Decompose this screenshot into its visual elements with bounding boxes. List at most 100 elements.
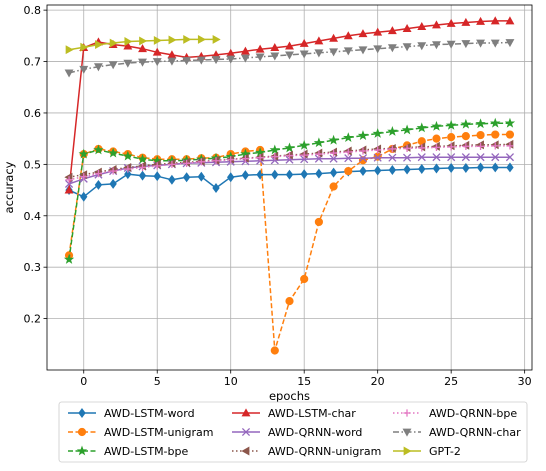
data-point bbox=[475, 118, 486, 129]
legend-marker bbox=[78, 408, 86, 418]
x-tick-label: 25 bbox=[444, 375, 458, 388]
data-point bbox=[358, 154, 368, 163]
data-point bbox=[328, 134, 339, 145]
data-point bbox=[374, 146, 382, 154]
data-point bbox=[329, 182, 338, 191]
data-point bbox=[109, 167, 117, 175]
legend-label: AWD-QRNN-unigram bbox=[268, 445, 381, 458]
data-point bbox=[315, 150, 323, 158]
data-point bbox=[416, 122, 427, 133]
data-point bbox=[504, 117, 516, 128]
data-point bbox=[240, 46, 250, 55]
data-point bbox=[313, 137, 325, 148]
data-point bbox=[152, 47, 162, 56]
data-point bbox=[491, 130, 500, 139]
data-point bbox=[462, 162, 470, 173]
data-point bbox=[227, 156, 235, 164]
data-point bbox=[212, 183, 220, 193]
x-tick-label: 10 bbox=[224, 375, 238, 388]
data-point bbox=[418, 144, 426, 152]
data-point bbox=[255, 44, 265, 53]
data-point bbox=[388, 153, 397, 162]
data-point bbox=[358, 46, 368, 55]
data-point bbox=[432, 20, 441, 29]
data-point bbox=[108, 61, 118, 70]
legend-item: AWD-QRNN-word bbox=[232, 426, 362, 439]
data-point bbox=[124, 165, 132, 173]
legend-label: AWD-LSTM-bpe bbox=[104, 445, 188, 458]
series-awd-lstm-bpe bbox=[63, 117, 516, 264]
data-point bbox=[269, 144, 280, 155]
legend-item: AWD-LSTM-unigram bbox=[68, 426, 214, 439]
data-point bbox=[329, 33, 339, 42]
data-point bbox=[64, 185, 74, 194]
data-point bbox=[490, 16, 500, 25]
series-layer bbox=[63, 16, 516, 355]
data-point bbox=[138, 170, 147, 181]
data-point bbox=[417, 153, 426, 162]
data-point bbox=[329, 154, 338, 163]
data-point bbox=[196, 56, 206, 65]
data-point bbox=[344, 148, 352, 156]
data-point bbox=[314, 36, 324, 45]
data-point bbox=[476, 39, 486, 48]
data-point bbox=[329, 167, 338, 178]
plot-frame bbox=[46, 4, 533, 371]
data-point bbox=[285, 152, 294, 160]
data-point bbox=[212, 34, 221, 44]
legend-label: AWD-QRNN-word bbox=[268, 426, 362, 439]
legend-label: AWD-LSTM-word bbox=[104, 407, 195, 420]
legend-item: AWD-QRNN-unigram bbox=[232, 445, 381, 458]
legend-item: AWD-QRNN-bpe bbox=[393, 407, 517, 420]
data-point bbox=[388, 165, 397, 176]
data-point bbox=[314, 217, 323, 227]
data-point bbox=[124, 169, 132, 180]
data-point bbox=[65, 45, 74, 55]
data-point bbox=[403, 153, 412, 162]
data-point bbox=[505, 16, 515, 25]
series-awd-qrnn-char bbox=[64, 39, 515, 78]
data-point bbox=[329, 149, 338, 157]
y-axis-label: accuracy bbox=[2, 161, 16, 213]
x-axis-label: epochs bbox=[269, 389, 310, 403]
data-point bbox=[64, 179, 74, 188]
series-awd-lstm-word bbox=[65, 162, 514, 202]
data-point bbox=[80, 42, 89, 52]
data-point bbox=[284, 142, 295, 153]
data-point bbox=[387, 44, 397, 53]
data-point bbox=[153, 171, 161, 182]
data-point bbox=[505, 130, 515, 139]
data-point bbox=[80, 173, 88, 181]
data-point bbox=[417, 21, 427, 30]
data-point bbox=[344, 154, 353, 163]
data-point bbox=[138, 44, 147, 53]
legend-label: AWD-LSTM-unigram bbox=[104, 426, 214, 439]
data-point bbox=[314, 49, 324, 58]
data-point bbox=[183, 34, 192, 44]
data-point bbox=[505, 39, 515, 48]
legend-item: AWD-QRNN-char bbox=[393, 426, 521, 439]
legend-marker bbox=[402, 428, 412, 437]
grid-lines bbox=[47, 5, 532, 370]
data-point bbox=[226, 55, 236, 64]
data-point bbox=[285, 169, 294, 180]
data-point bbox=[240, 54, 250, 63]
data-point bbox=[241, 170, 250, 181]
data-point bbox=[387, 26, 397, 35]
data-point bbox=[388, 145, 396, 153]
data-point bbox=[78, 148, 89, 159]
data-point bbox=[137, 153, 148, 164]
data-point bbox=[373, 45, 383, 54]
legend-label: AWD-QRNN-char bbox=[429, 426, 521, 439]
data-point bbox=[387, 126, 398, 136]
data-point bbox=[107, 147, 119, 158]
data-point bbox=[476, 162, 485, 173]
data-point bbox=[168, 35, 177, 45]
data-point bbox=[401, 124, 413, 135]
data-point bbox=[80, 191, 88, 202]
data-point bbox=[447, 143, 455, 151]
data-point bbox=[359, 166, 367, 177]
data-point bbox=[271, 169, 279, 180]
data-point bbox=[256, 154, 264, 162]
legend-item: AWD-LSTM-char bbox=[232, 407, 356, 420]
